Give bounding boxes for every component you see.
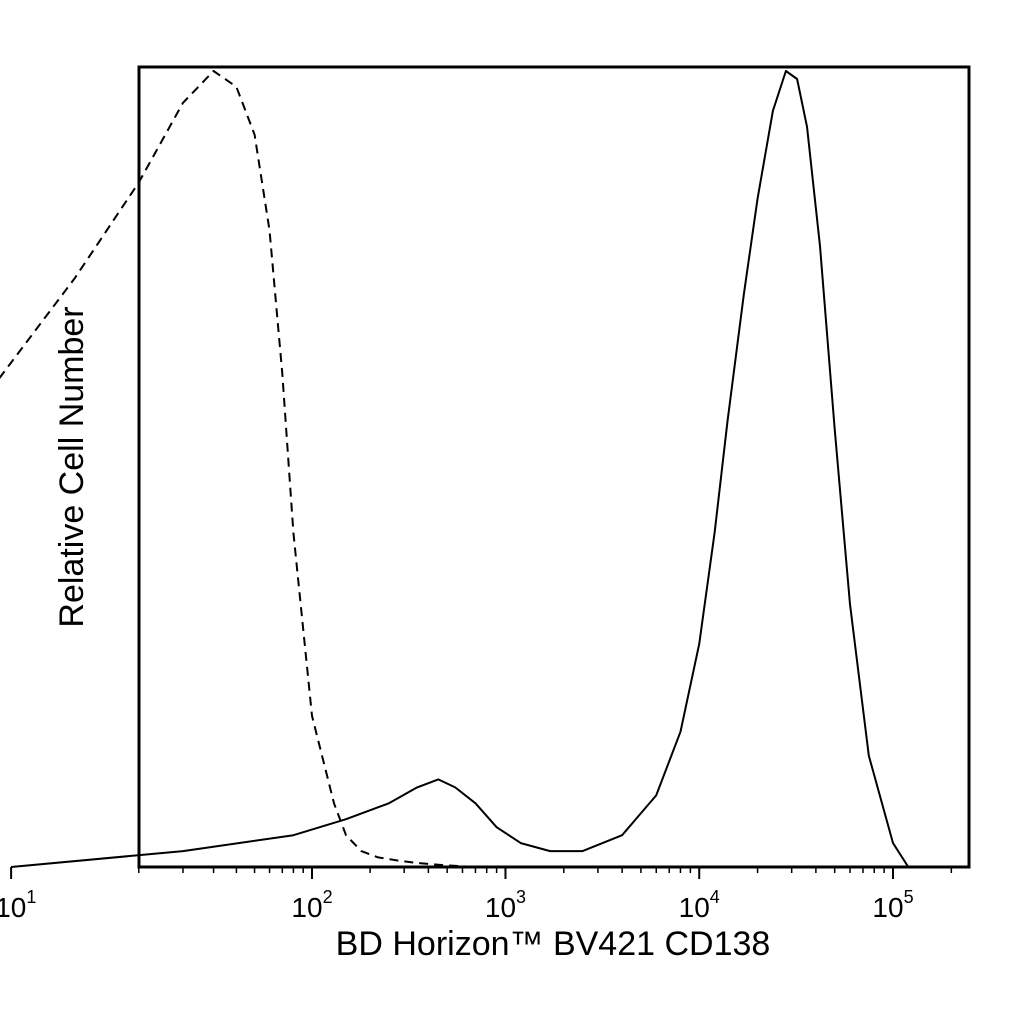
series-layer	[0, 70, 910, 868]
tick-label-base: 10	[485, 892, 516, 923]
tick-label-base: -10	[0, 892, 26, 923]
x-tick-label: 104	[679, 887, 720, 923]
stained-sample-curve	[11, 70, 910, 868]
tick-label-exponent: 2	[323, 887, 333, 907]
isotype-control-curve	[0, 70, 476, 868]
x-tick-label: 103	[485, 887, 526, 923]
x-tick-label: -101	[0, 887, 36, 923]
tick-label-exponent: 3	[516, 887, 526, 907]
x-tick-label: 105	[872, 887, 913, 923]
tick-label-base: 10	[872, 892, 903, 923]
tick-label-base: 10	[679, 892, 710, 923]
x-tick-label: 102	[291, 887, 332, 923]
x-axis-title: BD Horizon™ BV421 CD138	[336, 925, 771, 963]
minor-ticks	[138, 867, 953, 873]
plot-frame	[137, 65, 971, 869]
tick-label-exponent: 5	[904, 887, 914, 907]
tick-label-exponent: 4	[710, 887, 720, 907]
tick-label-base: 10	[291, 892, 322, 923]
tick-label-exponent: 1	[26, 887, 36, 907]
y-axis-title: Relative Cell Number	[53, 306, 91, 627]
